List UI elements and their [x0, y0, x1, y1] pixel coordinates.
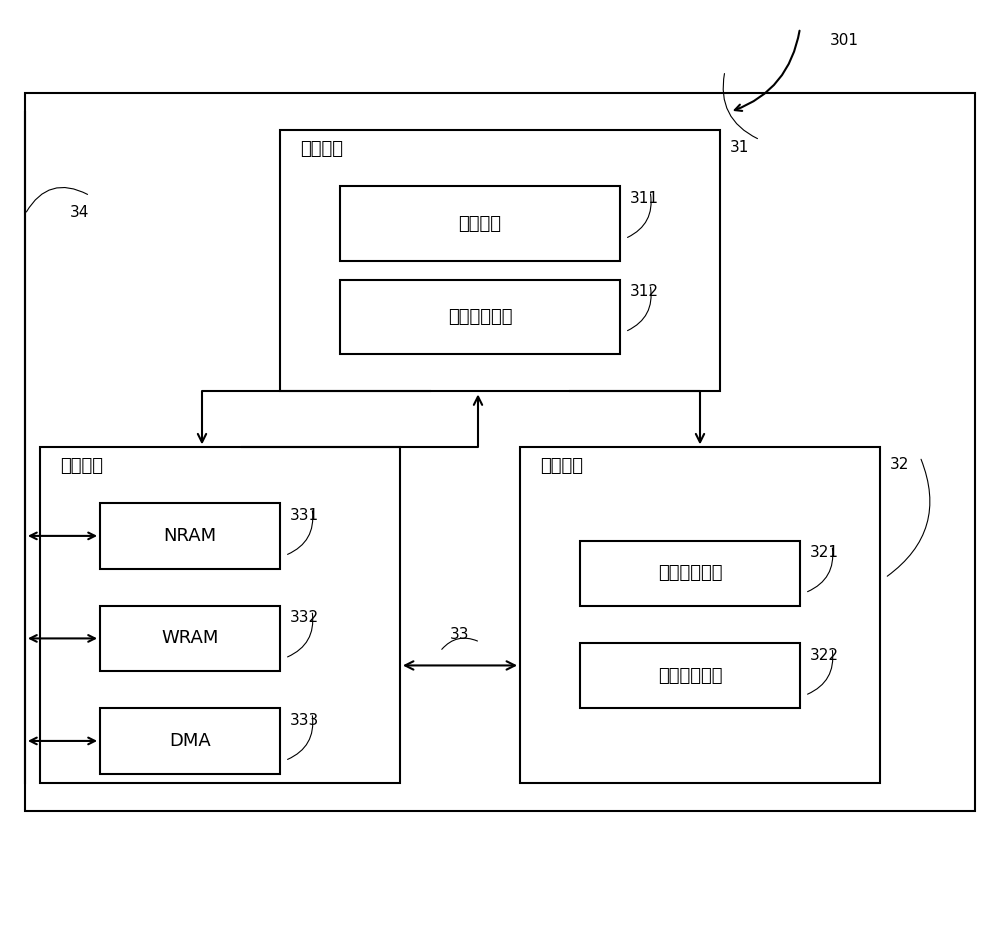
Text: NRAM: NRAM [163, 527, 217, 545]
FancyBboxPatch shape [520, 447, 880, 783]
FancyBboxPatch shape [100, 503, 280, 569]
FancyBboxPatch shape [580, 541, 800, 606]
FancyBboxPatch shape [340, 186, 620, 261]
Text: 矩阵运算单元: 矩阵运算单元 [658, 666, 722, 685]
FancyBboxPatch shape [580, 643, 800, 708]
Text: 301: 301 [830, 33, 859, 48]
FancyBboxPatch shape [100, 606, 280, 671]
Text: 311: 311 [630, 191, 659, 206]
Text: 322: 322 [810, 648, 839, 663]
Text: 332: 332 [290, 610, 319, 625]
FancyBboxPatch shape [40, 447, 400, 783]
Text: 32: 32 [890, 457, 909, 472]
Text: 取指单元: 取指单元 [459, 214, 502, 233]
Text: 333: 333 [290, 713, 319, 728]
Text: 312: 312 [630, 284, 659, 299]
Text: 321: 321 [810, 545, 839, 560]
Text: 34: 34 [70, 205, 89, 220]
Text: 指令译码单元: 指令译码单元 [448, 308, 512, 326]
Text: WRAM: WRAM [161, 629, 219, 648]
Text: 331: 331 [290, 508, 319, 523]
Text: 控制模块: 控制模块 [300, 140, 343, 158]
FancyBboxPatch shape [280, 130, 720, 391]
Text: 向量运算单元: 向量运算单元 [658, 564, 722, 582]
Text: 运算模块: 运算模块 [540, 457, 583, 474]
FancyBboxPatch shape [340, 280, 620, 354]
Text: 33: 33 [450, 627, 470, 642]
Text: 存储模块: 存储模块 [60, 457, 103, 474]
Text: 31: 31 [730, 140, 749, 155]
FancyBboxPatch shape [100, 708, 280, 774]
Text: DMA: DMA [169, 732, 211, 750]
